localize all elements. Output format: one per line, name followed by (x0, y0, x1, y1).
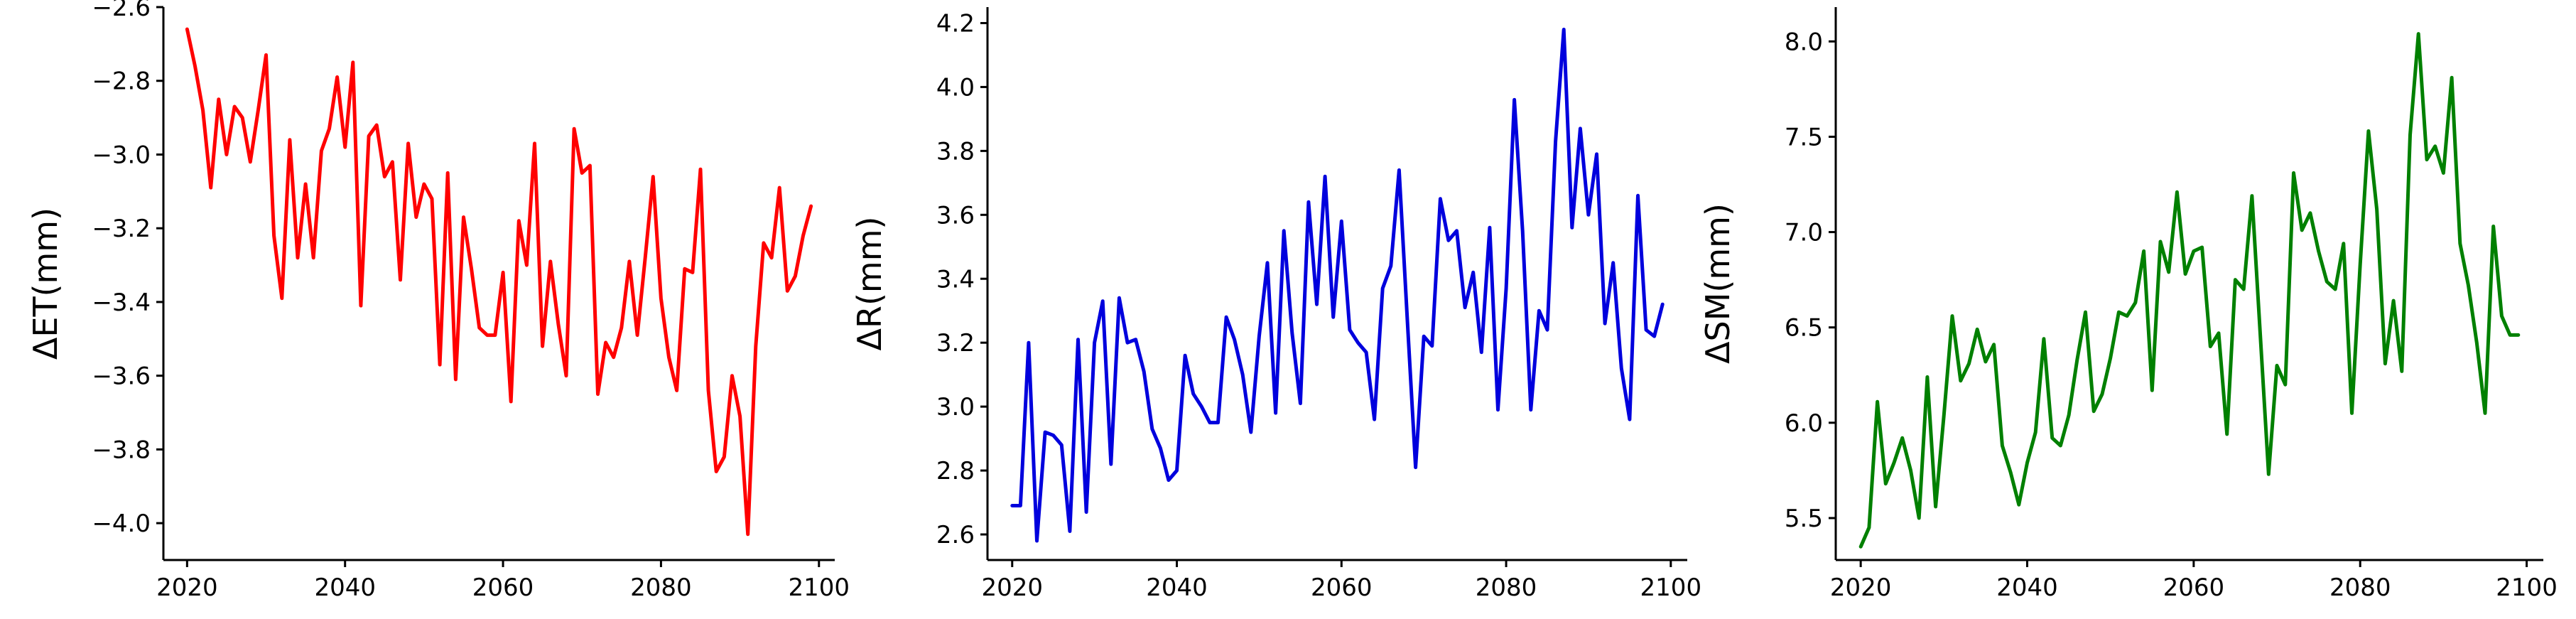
chart-panel-1: −4.0 −3.8 −3.6 −3.4 −3.2 −3.0 −2.8 −2.6 2020 2040… (26, 0, 850, 602)
x-tick-label: 2100 (2496, 574, 2558, 602)
x-tick-label: 2060 (472, 574, 534, 602)
x-tick-label: 2080 (1476, 574, 1537, 602)
y-tick-label: −2.6 (92, 0, 151, 22)
y-axis-title: ΔET(mm) (26, 208, 65, 360)
y-tick-label: −3.8 (92, 436, 151, 464)
y-tick-label: −3.6 (92, 362, 151, 391)
x-tick-label: 2080 (2329, 574, 2391, 602)
y-tick-label: −3.2 (92, 215, 151, 243)
y-tick-label: 7.5 (1785, 123, 1823, 151)
y-tick-label: 8.0 (1785, 28, 1823, 56)
y-tick-label: 3.0 (936, 393, 975, 421)
x-tick-label: 2040 (1146, 574, 1208, 602)
y-tick-label: 4.2 (936, 9, 975, 38)
x-tick-label: 2040 (314, 574, 376, 602)
y-tick-label: 3.8 (936, 137, 975, 166)
chart-panel-3: 5.5 6.0 6.5 7.0 7.5 8.0 2020 2040 2060 2080 2100 ΔS… (1699, 7, 2558, 602)
y-tick-label: 6.5 (1785, 314, 1823, 343)
y-tick-label: 6.0 (1785, 409, 1823, 438)
y-tick-label: −2.8 (92, 68, 151, 96)
x-tick-label: 2040 (1996, 574, 2058, 602)
x-tick-label: 2100 (1640, 574, 1702, 602)
y-tick-label: 4.0 (936, 73, 975, 102)
y-axis-title: ΔSM(mm) (1699, 203, 1737, 364)
chart-panel-2: 2.6 2.8 3.0 3.2 3.4 3.6 3.8 4.0 4.2 2020 2040 2060 2… (850, 7, 1701, 602)
y-tick-label: −3.4 (92, 289, 151, 317)
x-tick-label: 2020 (1830, 574, 1892, 602)
x-tick-label: 2060 (2163, 574, 2225, 602)
x-tick-label: 2100 (788, 574, 850, 602)
y-tick-label: 2.8 (936, 457, 975, 485)
x-tick-label: 2020 (981, 574, 1043, 602)
x-tick-label: 2020 (156, 574, 218, 602)
y-tick-label: 3.2 (936, 329, 975, 357)
y-tick-label: 3.4 (936, 265, 975, 294)
y-tick-label: 5.5 (1785, 505, 1823, 533)
y-tick-label: −4.0 (92, 510, 151, 538)
x-tick-label: 2080 (630, 574, 692, 602)
x-tick-label: 2060 (1311, 574, 1373, 602)
y-tick-label: −3.0 (92, 141, 151, 169)
series-line (1010, 28, 1665, 543)
y-axis-title: ΔR(mm) (850, 217, 889, 351)
y-tick-label: 3.6 (936, 201, 975, 230)
y-tick-label: 7.0 (1785, 219, 1823, 247)
y-tick-label: 2.6 (936, 521, 975, 549)
series-line (1858, 32, 2521, 549)
series-line (185, 27, 813, 537)
